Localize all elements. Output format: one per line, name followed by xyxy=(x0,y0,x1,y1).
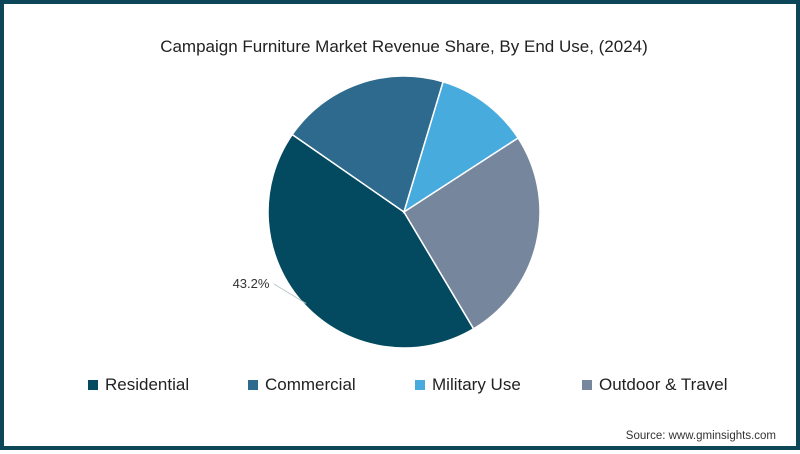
source-credit: Source: www.gminsights.com xyxy=(625,430,776,442)
legend-swatch-commercial xyxy=(248,380,258,390)
legend-swatch-residential xyxy=(88,380,98,390)
legend-label: Outdoor & Travel xyxy=(599,375,728,394)
pie-slice-military-use[interactable] xyxy=(402,80,520,214)
chart-title: Campaign Furniture Market Revenue Share,… xyxy=(160,37,648,56)
residential-share-label: 43.2% xyxy=(233,276,270,291)
chart-legend: Residential Commercial Military Use Outd… xyxy=(4,375,800,397)
legend-label: Military Use xyxy=(432,375,521,394)
legend-item-residential[interactable]: Residential xyxy=(88,375,189,395)
legend-item-commercial[interactable]: Commercial xyxy=(248,375,356,395)
pie-chart: 43.2% xyxy=(233,75,541,349)
legend-swatch-outdoor-travel xyxy=(582,380,592,390)
legend-item-military-use[interactable]: Military Use xyxy=(415,375,521,395)
legend-swatch-military-use xyxy=(415,380,425,390)
leader-line xyxy=(273,283,307,304)
pie-slice-commercial[interactable] xyxy=(291,75,445,214)
legend-label: Residential xyxy=(105,375,190,394)
legend-item-outdoor-travel[interactable]: Outdoor & Travel xyxy=(582,375,728,395)
pie-slice-residential[interactable] xyxy=(267,133,475,349)
pie-slice-outdoor-travel[interactable] xyxy=(402,136,541,330)
legend-label: Commercial xyxy=(265,375,356,394)
